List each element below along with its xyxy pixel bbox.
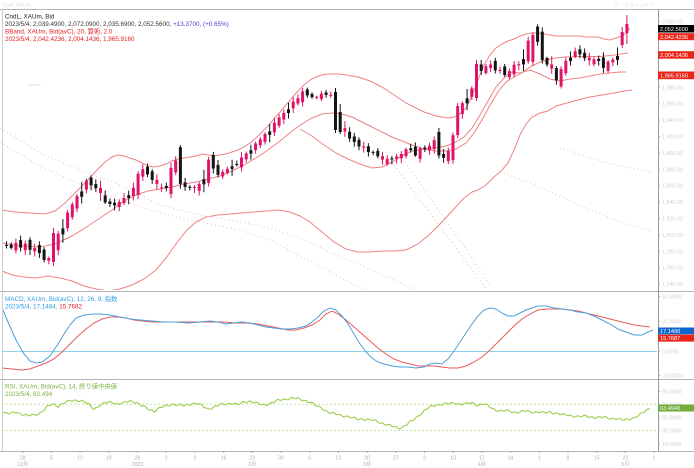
svg-text:BBand, XAUm, Bid(avC), 20, 算術,: BBand, XAUm, Bid(avC), 20, 算術, 2.0 <box>5 27 113 36</box>
svg-text:50.0000: 50.0000 <box>662 415 682 421</box>
svg-text:27: 27 <box>393 456 399 462</box>
svg-text:-20.0000: -20.0000 <box>662 374 683 380</box>
svg-text:50.0000: 50.0000 <box>662 295 682 301</box>
svg-text:12: 12 <box>77 456 83 462</box>
svg-text:データウィンドウ: データウィンドウ <box>614 2 654 9</box>
svg-text:2023/5/4, 63.494: 2023/5/4, 63.494 <box>5 391 53 398</box>
svg-text:15: 15 <box>594 456 600 462</box>
svg-text:2: 2 <box>165 456 168 462</box>
svg-text:24: 24 <box>508 456 514 462</box>
svg-text:15.7687: 15.7687 <box>660 336 680 342</box>
svg-text:3: 3 <box>423 456 426 462</box>
svg-text:2023/5/4, 17.1484, 15.7682: 2023/5/4, 17.1484, 15.7682 <box>5 304 83 311</box>
svg-text:30: 30 <box>278 456 284 462</box>
svg-text:90.0000: 90.0000 <box>662 390 682 396</box>
svg-text:1,940.00: 1,940.00 <box>662 118 683 124</box>
svg-text:1: 1 <box>538 456 541 462</box>
svg-text:63.4940: 63.4940 <box>660 406 680 412</box>
svg-text:13: 13 <box>336 456 342 462</box>
svg-text:6: 6 <box>308 456 311 462</box>
svg-text:1,840.00: 1,840.00 <box>662 200 683 206</box>
svg-text:2月: 2月 <box>248 461 256 468</box>
svg-text:CndL, XAUm, Bid: CndL, XAUm, Bid <box>5 14 55 21</box>
svg-text:1,780.00: 1,780.00 <box>662 249 683 255</box>
svg-text:1,800.00: 1,800.00 <box>662 233 683 239</box>
svg-text:1,860.00: 1,860.00 <box>662 184 683 190</box>
svg-text:28: 28 <box>20 456 26 462</box>
svg-text:22: 22 <box>623 456 629 462</box>
svg-text:MACD, XAUm, Bid(avC), 12, 26,: MACD, XAUm, Bid(avC), 12, 26, 9, 指数 <box>5 294 118 303</box>
svg-text:5: 5 <box>50 456 53 462</box>
svg-text:19: 19 <box>106 456 112 462</box>
svg-text:8: 8 <box>567 456 570 462</box>
svg-text:17.1490: 17.1490 <box>660 329 680 335</box>
svg-text:10.0000: 10.0000 <box>662 442 682 448</box>
svg-text:2,042.4236: 2,042.4236 <box>660 35 688 41</box>
svg-text:0.0000: 0.0000 <box>662 350 679 356</box>
svg-text:25.0000: 25.0000 <box>662 319 682 325</box>
svg-text:1,740.00: 1,740.00 <box>662 282 683 288</box>
svg-text:1,880.00: 1,880.00 <box>662 167 683 173</box>
svg-text:1: 1 <box>653 456 656 462</box>
svg-text:9: 9 <box>193 456 196 462</box>
svg-text:2023/5/4, 2,039.4900, 2,072.09: 2023/5/4, 2,039.4900, 2,072.0900, 2,035.… <box>5 21 229 28</box>
svg-text:2023: 2023 <box>132 462 144 468</box>
svg-text:16: 16 <box>221 456 227 462</box>
svg-text:2,004.1436: 2,004.1436 <box>660 53 688 59</box>
svg-text:12月: 12月 <box>17 461 28 468</box>
svg-text:1,960.00: 1,960.00 <box>662 102 683 108</box>
svg-text:1,920.00: 1,920.00 <box>662 135 683 141</box>
svg-text:1,965.9160: 1,965.9160 <box>660 73 688 79</box>
svg-text:3月: 3月 <box>363 461 371 468</box>
svg-text:RSI, XAUm, Bid(avC), 14, 終り値中央: RSI, XAUm, Bid(avC), 14, 終り値中央値 <box>5 382 118 391</box>
svg-text:17: 17 <box>479 456 485 462</box>
svg-text:2023/5/4, 2,042.4236, 2,004.14: 2023/5/4, 2,042.4236, 2,004.1436, 1,965.… <box>5 36 135 43</box>
svg-text:1,900.00: 1,900.00 <box>662 151 683 157</box>
svg-text:1,980.00: 1,980.00 <box>662 85 683 91</box>
svg-text:10: 10 <box>450 456 456 462</box>
svg-text:2,052.5600: 2,052.5600 <box>660 27 688 33</box>
svg-text:1,820.00: 1,820.00 <box>662 217 683 223</box>
svg-text:4月: 4月 <box>478 461 486 468</box>
svg-text:CndL XAUm: CndL XAUm <box>3 3 31 9</box>
svg-text:2,060.00: 2,060.00 <box>662 20 683 26</box>
svg-text:20: 20 <box>364 456 370 462</box>
svg-text:26: 26 <box>135 456 141 462</box>
svg-text:23: 23 <box>249 456 255 462</box>
svg-text:30.0000: 30.0000 <box>662 429 682 435</box>
svg-text:5月: 5月 <box>621 461 629 468</box>
svg-text:1,760.00: 1,760.00 <box>662 266 683 272</box>
